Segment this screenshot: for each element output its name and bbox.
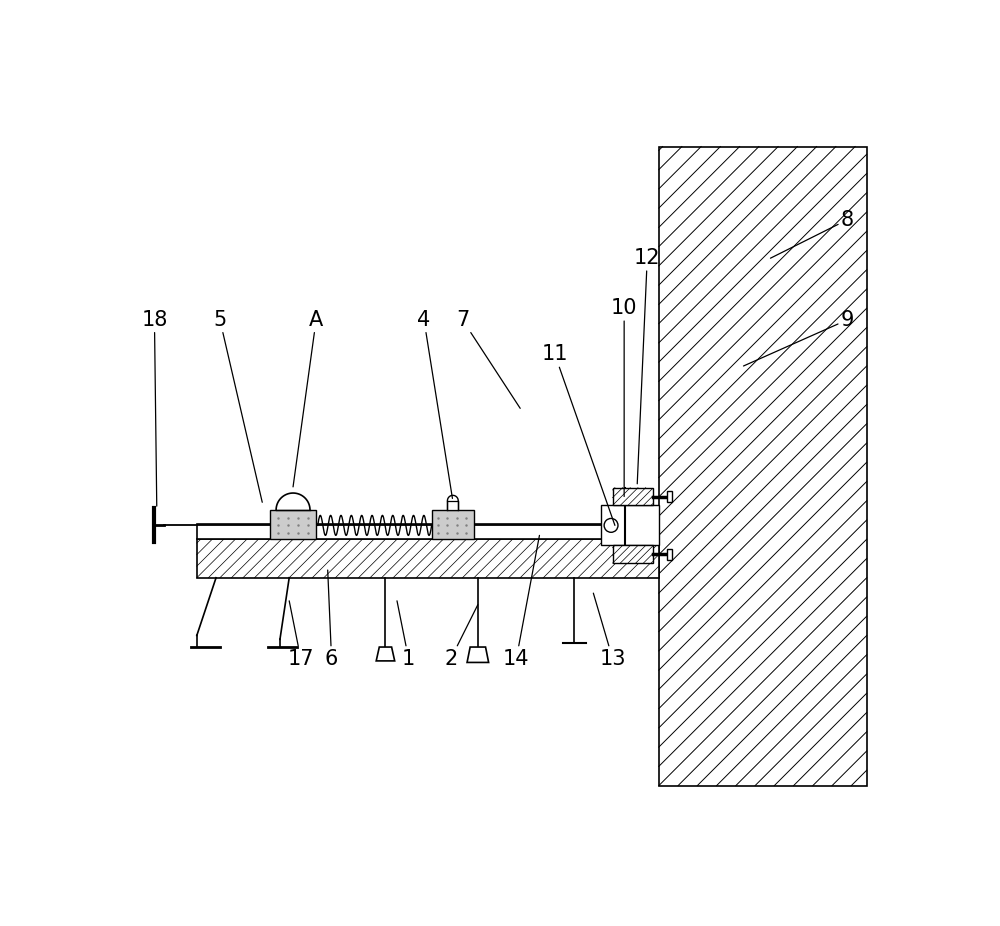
Text: 10: 10 (611, 298, 637, 496)
Text: 14: 14 (503, 535, 539, 669)
Text: 12: 12 (634, 248, 661, 483)
Text: 9: 9 (744, 310, 854, 366)
Circle shape (604, 519, 618, 532)
Bar (432, 510, 474, 539)
Text: 4: 4 (417, 310, 452, 498)
Text: 6: 6 (325, 570, 338, 669)
Text: 13: 13 (593, 594, 626, 669)
Bar (270, 510, 316, 539)
Bar (601, 506, 659, 545)
Bar (667, 549, 672, 559)
Bar (659, 146, 867, 785)
Text: 2: 2 (444, 605, 478, 669)
Text: 7: 7 (456, 310, 520, 408)
Bar (667, 491, 672, 502)
Text: 17: 17 (288, 601, 314, 669)
Bar (197, 539, 659, 578)
Bar (613, 545, 653, 563)
Text: 1: 1 (397, 601, 415, 669)
Bar (197, 524, 659, 539)
Polygon shape (467, 647, 489, 662)
Text: 8: 8 (770, 209, 854, 258)
Text: A: A (293, 310, 323, 487)
Text: 18: 18 (141, 310, 168, 507)
Text: 11: 11 (542, 344, 615, 525)
Bar (447, 501, 458, 510)
Text: 5: 5 (213, 310, 262, 502)
Bar (613, 488, 653, 506)
Polygon shape (376, 647, 395, 661)
